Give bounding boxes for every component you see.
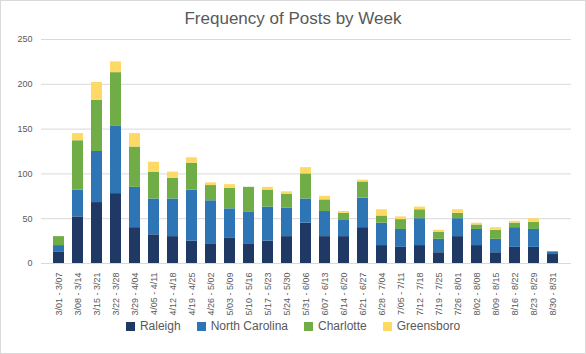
svg-text:0: 0 [27, 258, 32, 268]
svg-text:200: 200 [17, 79, 32, 89]
html-text:Greensboro: Greensboro [396, 319, 461, 333]
svg-text:5/24 - 5/30: 5/24 - 5/30 [282, 273, 292, 316]
svg-text:8/09 - 8/15: 8/09 - 8/15 [491, 273, 501, 316]
svg-text:6/14 - 6/20: 6/14 - 6/20 [339, 273, 349, 316]
svg-text:6/28 - 7/04: 6/28 - 7/04 [377, 273, 387, 316]
svg-text:3/15 - 3/21: 3/15 - 3/21 [92, 273, 102, 316]
html-text:Frequency of Posts by Week: Frequency of Posts by Week [184, 9, 402, 28]
svg-text:7/19 - 7/25: 7/19 - 7/25 [434, 273, 444, 316]
html-text:Charlotte: Charlotte [318, 319, 367, 333]
svg-text:250: 250 [17, 34, 32, 44]
svg-text:4/12 - 4/18: 4/12 - 4/18 [168, 273, 178, 316]
svg-text:4/26 - 5/02: 4/26 - 5/02 [206, 273, 216, 316]
svg-text:7/26 - 8/01: 7/26 - 8/01 [453, 273, 463, 316]
svg-text:5/03 - 5/09: 5/03 - 5/09 [225, 273, 235, 316]
html-text:Raleigh: Raleigh [139, 319, 181, 333]
svg-text:50: 50 [22, 214, 32, 224]
svg-text:150: 150 [17, 124, 32, 134]
svg-text:3/01 - 3/07: 3/01 - 3/07 [54, 273, 64, 316]
svg-text:7/05 - 7/11: 7/05 - 7/11 [396, 273, 406, 315]
svg-text:3/08 - 3/14: 3/08 - 3/14 [73, 273, 83, 316]
svg-text:8/02 - 8/08: 8/02 - 8/08 [472, 273, 482, 316]
svg-text:7/12 - 7/18: 7/12 - 7/18 [415, 273, 425, 316]
svg-text:3/22 - 3/28: 3/22 - 3/28 [111, 273, 121, 316]
svg-text:6/07 - 6/13: 6/07 - 6/13 [320, 273, 330, 316]
svg-text:3/29 - 4/04: 3/29 - 4/04 [130, 273, 140, 316]
svg-text:5/17 - 5/23: 5/17 - 5/23 [263, 273, 273, 316]
svg-text:5/10 - 5/16: 5/10 - 5/16 [244, 273, 254, 316]
svg-text:4/05 - 4/11: 4/05 - 4/11 [149, 273, 159, 315]
svg-text:4/19 - 4/25: 4/19 - 4/25 [187, 273, 197, 316]
svg-text:6/21 - 6/27: 6/21 - 6/27 [358, 273, 368, 316]
svg-text:8/30 - 8/31: 8/30 - 8/31 [548, 273, 558, 316]
svg-text:100: 100 [17, 169, 32, 179]
svg-text:5/31 - 6/06: 5/31 - 6/06 [301, 273, 311, 316]
svg-text:8/23 - 8/29: 8/23 - 8/29 [529, 273, 539, 316]
svg-text:8/16 - 8/22: 8/16 - 8/22 [510, 273, 520, 316]
html-text:North Carolina: North Carolina [210, 319, 288, 333]
